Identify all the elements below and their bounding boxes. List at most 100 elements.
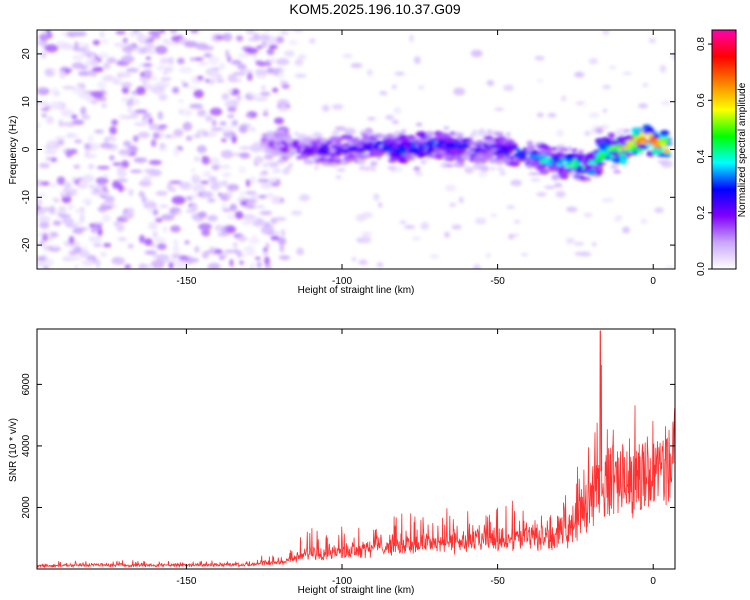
- background-blob: [660, 101, 672, 105]
- ridge-blob: [527, 163, 533, 169]
- ridge-core: [311, 146, 317, 150]
- ridge-blob: [450, 131, 455, 135]
- background-blob: [393, 106, 402, 115]
- noise-blob: [155, 217, 163, 223]
- noise-blob: [148, 122, 159, 131]
- ridge-core: [528, 155, 534, 160]
- noise-blob: [250, 193, 260, 200]
- noise-blob: [224, 249, 237, 254]
- noise-blob: [39, 221, 50, 229]
- noise-blob: [102, 202, 116, 206]
- noise-blob: [218, 165, 232, 169]
- ridge-core: [343, 143, 349, 146]
- ridge-core: [349, 146, 354, 151]
- ridge-core: [483, 143, 488, 147]
- colorbar-tick-label: 0.0: [696, 262, 707, 276]
- background-blob: [588, 58, 599, 65]
- noise-blob: [275, 230, 280, 237]
- colorbar-gradient: [711, 29, 737, 270]
- noise-blob: [92, 66, 104, 73]
- background-blob: [350, 63, 363, 68]
- noise-blob: [190, 174, 201, 182]
- noise-blob: [152, 208, 159, 216]
- noise-blob: [193, 133, 202, 139]
- ridge-blob: [263, 163, 268, 168]
- ridge-blob: [530, 178, 541, 182]
- ridge-blob: [299, 142, 307, 148]
- noise-blob: [245, 114, 252, 118]
- noise-blob: [159, 145, 168, 149]
- background-blob: [514, 220, 521, 224]
- background-blob: [445, 184, 457, 192]
- noise-blob: [264, 256, 270, 266]
- colorbar: 0.0 0.2 0.4 0.6 0.8 Normalized spectral ampl…: [696, 29, 748, 276]
- noise-blob: [113, 77, 122, 86]
- ridge-blob: [544, 185, 556, 189]
- noise-blob: [265, 242, 270, 250]
- noise-blob: [197, 211, 207, 218]
- snr-x-axis-label: Height of straight line (km): [298, 585, 415, 596]
- ridge-blob: [634, 145, 646, 149]
- noise-blob: [102, 74, 115, 82]
- noise-blob: [111, 256, 126, 266]
- background-blob: [358, 259, 368, 266]
- ridge-blob: [592, 174, 599, 178]
- ridge-blob: [499, 171, 506, 176]
- noise-blob: [178, 66, 193, 74]
- ridge-core: [468, 147, 475, 151]
- ridge-blob: [372, 151, 377, 157]
- noise-blob: [238, 191, 247, 196]
- snr-x-tick-label: -150: [176, 576, 196, 587]
- background-blob: [453, 87, 466, 96]
- noise-blob: [172, 86, 180, 94]
- noise-blob: [254, 97, 268, 102]
- noise-blob: [201, 251, 209, 259]
- background-blob: [640, 218, 648, 225]
- background-blob: [444, 231, 450, 238]
- noise-blob: [42, 265, 49, 269]
- noise-blob: [279, 243, 285, 253]
- noise-blob: [194, 246, 200, 253]
- background-blob: [602, 30, 610, 35]
- noise-blob: [171, 195, 186, 205]
- ridge-blob: [608, 134, 615, 139]
- noise-blob: [73, 31, 87, 37]
- noise-blob: [132, 135, 139, 143]
- background-blob: [308, 38, 316, 44]
- noise-blob: [51, 244, 60, 249]
- noise-blob: [66, 133, 75, 139]
- snr-y-tick-label: 4000: [21, 434, 32, 457]
- background-blob: [520, 252, 529, 257]
- noise-blob: [223, 225, 236, 234]
- ridge-core: [496, 151, 502, 155]
- noise-blob: [72, 54, 85, 61]
- ridge-blob: [557, 148, 570, 152]
- background-blob: [561, 95, 567, 102]
- noise-blob: [249, 143, 263, 153]
- noise-blob: [201, 156, 211, 165]
- noise-blob: [142, 63, 153, 67]
- noise-blob: [207, 262, 221, 269]
- ridge-blob: [469, 157, 474, 163]
- noise-blob: [180, 79, 186, 85]
- noise-blob: [136, 86, 146, 95]
- noise-blob: [263, 108, 269, 113]
- background-blob: [331, 103, 344, 110]
- ridge-blob: [282, 168, 290, 175]
- ridge-core: [538, 156, 543, 160]
- ridge-core: [291, 143, 296, 147]
- background-blob: [294, 58, 304, 66]
- ridge-blob: [414, 172, 424, 176]
- ridge-core: [517, 151, 522, 155]
- ridge-core: [649, 136, 657, 140]
- noise-blob: [92, 221, 104, 225]
- noise-blob: [103, 62, 111, 70]
- ridge-blob: [618, 137, 627, 145]
- noise-blob: [100, 251, 107, 257]
- noise-blob: [190, 57, 195, 62]
- ridge-core: [412, 141, 417, 146]
- ridge-core: [321, 152, 330, 157]
- noise-blob: [209, 107, 223, 116]
- noise-blob: [245, 204, 256, 209]
- spectrogram-heatmap: [37, 30, 675, 269]
